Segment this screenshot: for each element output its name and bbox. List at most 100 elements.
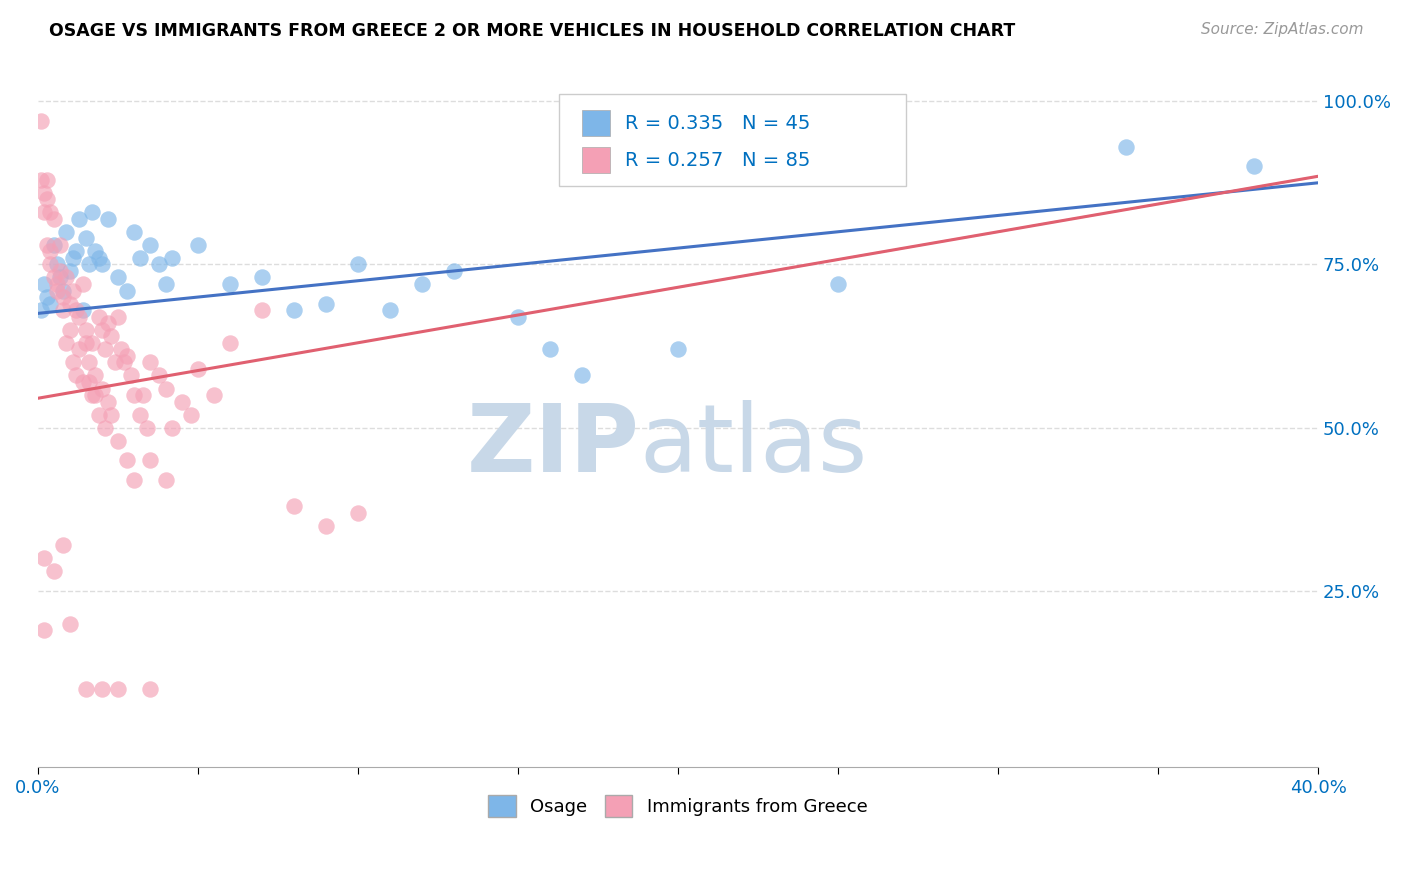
Point (187, 362, 209, 376)
Point (138, 681, 160, 696)
Point (42, 237, 65, 252)
Point (107, 434, 129, 448)
Point (122, 225, 145, 239)
Point (39, 257, 62, 271)
Point (49, 237, 72, 252)
Point (122, 473, 145, 487)
Text: atlas: atlas (640, 400, 868, 491)
Point (84, 244, 107, 259)
Point (39, 244, 62, 259)
Point (67, 310, 90, 324)
Point (155, 473, 177, 487)
Point (160, 251, 183, 265)
Point (52, 284, 75, 298)
Point (45, 257, 67, 271)
Point (180, 408, 202, 422)
Point (138, 453, 160, 467)
Point (82, 205, 104, 219)
Point (97, 211, 120, 226)
Point (148, 368, 170, 383)
Legend: Osage, Immigrants from Greece: Osage, Immigrants from Greece (481, 789, 875, 824)
Point (42, 211, 65, 226)
Point (55, 225, 77, 239)
Point (135, 420, 157, 434)
Point (443, 264, 465, 278)
Point (138, 237, 160, 252)
Point (170, 394, 193, 409)
Point (218, 277, 240, 291)
Point (250, 270, 273, 285)
Point (32, 205, 55, 219)
Point (132, 388, 155, 402)
Point (59, 323, 82, 337)
Point (49, 264, 72, 278)
Point (75, 681, 97, 696)
Point (160, 420, 183, 434)
Point (120, 368, 142, 383)
Point (218, 335, 240, 350)
Point (90, 681, 112, 696)
Point (37, 192, 59, 206)
Point (107, 310, 129, 324)
Text: R = 0.335   N = 45: R = 0.335 N = 45 (626, 113, 811, 133)
FancyBboxPatch shape (558, 95, 905, 186)
Point (72, 375, 94, 389)
Point (283, 303, 305, 318)
Point (117, 453, 139, 467)
Point (75, 335, 97, 350)
Point (59, 616, 82, 631)
Point (55, 270, 77, 285)
Point (378, 303, 401, 318)
Point (148, 257, 170, 271)
Point (42, 270, 65, 285)
Point (97, 394, 120, 409)
Point (65, 244, 87, 259)
Point (87, 310, 110, 324)
Point (90, 323, 112, 337)
Point (59, 296, 82, 310)
Point (45, 277, 67, 291)
Point (1115, 140, 1137, 154)
Point (39, 296, 62, 310)
Text: ZIP: ZIP (467, 400, 640, 491)
Point (37, 172, 59, 186)
Point (97, 316, 120, 330)
Point (155, 382, 177, 396)
Point (62, 355, 84, 369)
Point (37, 237, 59, 252)
Point (84, 368, 107, 383)
Point (32, 623, 55, 637)
Point (72, 303, 94, 318)
Point (52, 538, 75, 552)
Point (538, 343, 561, 357)
Point (90, 257, 112, 271)
Point (30, 303, 52, 318)
Point (1243, 160, 1265, 174)
Point (411, 277, 433, 291)
Point (202, 388, 225, 402)
Point (37, 290, 59, 304)
Point (49, 270, 72, 285)
Point (315, 518, 337, 533)
Point (506, 310, 529, 324)
Point (112, 355, 135, 369)
Point (571, 368, 593, 383)
Point (77, 355, 100, 369)
Point (82, 335, 104, 350)
Point (827, 277, 849, 291)
Point (62, 284, 84, 298)
Point (65, 368, 87, 383)
Point (75, 231, 97, 245)
Point (94, 420, 117, 434)
Point (82, 388, 104, 402)
Point (283, 499, 305, 513)
Bar (582, 147, 610, 173)
Point (187, 237, 209, 252)
Point (155, 277, 177, 291)
Point (55, 335, 77, 350)
Point (32, 186, 55, 200)
Point (87, 408, 110, 422)
Point (107, 681, 129, 696)
Point (138, 355, 160, 369)
Point (65, 303, 87, 318)
